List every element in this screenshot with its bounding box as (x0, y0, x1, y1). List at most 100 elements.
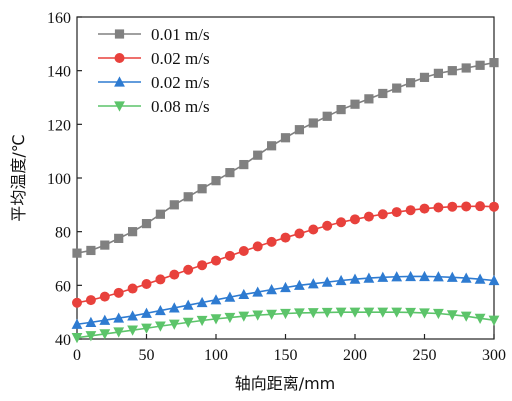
y-tick-label: 80 (55, 225, 71, 242)
data-point (99, 329, 111, 340)
data-point (266, 236, 277, 247)
data-point (113, 312, 125, 323)
data-point (128, 227, 138, 237)
data-point (419, 203, 430, 214)
data-point (447, 66, 457, 76)
data-point (127, 283, 138, 294)
data-point (155, 209, 165, 219)
data-point (280, 133, 291, 143)
data-point (391, 271, 403, 282)
data-point (363, 307, 375, 318)
data-point (99, 291, 110, 302)
data-point (349, 307, 361, 318)
data-point (238, 245, 249, 256)
series-3 (71, 270, 500, 329)
data-point (419, 72, 430, 82)
data-point (406, 78, 416, 88)
data-point (433, 202, 444, 213)
data-point (239, 159, 249, 170)
x-axis-label: 轴向距离/mm (235, 374, 336, 393)
x-tick-label: 300 (482, 347, 506, 364)
data-point (182, 317, 194, 328)
data-point (474, 313, 486, 324)
legend-label: 0.02 m/s (151, 73, 210, 92)
data-point (446, 310, 458, 321)
series-line (76, 61, 495, 254)
x-tick-label: 250 (413, 347, 437, 364)
data-point (267, 141, 277, 151)
data-point (294, 279, 305, 290)
legend-label: 0.02 m/s (151, 49, 210, 68)
data-point (350, 214, 360, 225)
data-point (335, 307, 347, 318)
legend-marker (114, 76, 125, 87)
data-point (155, 304, 166, 316)
data-point (210, 294, 222, 305)
data-point (141, 219, 152, 229)
data-point (141, 323, 152, 334)
legend-label: 0.08 m/s (151, 97, 210, 116)
data-point (378, 88, 388, 99)
x-tick-label: 50 (139, 347, 155, 364)
data-point (405, 270, 416, 282)
data-point (210, 314, 222, 325)
data-point (72, 297, 82, 308)
data-point (224, 291, 236, 302)
legend: 0.01 m/s 0.02 m/s 0.02 m/s 0.08 m/s (98, 25, 210, 116)
data-point (364, 94, 374, 104)
data-point (489, 201, 499, 212)
data-point (100, 240, 110, 250)
data-point (280, 308, 291, 320)
data-point (350, 99, 360, 109)
data-point (155, 274, 166, 285)
data-point (433, 68, 443, 78)
data-point (71, 333, 83, 344)
data-point (85, 331, 97, 342)
data-point (280, 232, 291, 243)
data-point (419, 270, 430, 282)
data-point (127, 325, 138, 336)
data-point (197, 184, 207, 194)
data-point (141, 278, 152, 289)
y-tick-label: 40 (55, 332, 71, 349)
y-tick-label: 140 (47, 64, 71, 81)
data-point (391, 307, 403, 318)
x-tick-label: 200 (343, 347, 367, 364)
data-point (294, 308, 305, 319)
data-point (280, 281, 291, 293)
data-point (294, 125, 304, 135)
data-point (224, 312, 236, 324)
y-tick-label: 160 (47, 10, 71, 27)
data-point (349, 273, 361, 284)
data-point (72, 248, 82, 258)
data-point (238, 288, 250, 300)
data-point (86, 245, 96, 256)
data-point (252, 286, 264, 297)
data-point (377, 209, 388, 220)
data-point (475, 201, 486, 212)
data-point (252, 310, 264, 321)
legend-marker (114, 53, 125, 63)
data-point (307, 308, 319, 319)
data-point (474, 273, 486, 284)
data-point (335, 274, 347, 286)
data-point (377, 307, 389, 318)
data-point (461, 201, 472, 212)
legend-entry: 0.02 m/s (98, 49, 210, 68)
legend-marker (114, 101, 125, 112)
data-point (71, 318, 83, 329)
legend-entry: 0.01 m/s (98, 25, 210, 44)
y-tick-label: 120 (47, 117, 71, 134)
data-point (196, 296, 208, 308)
data-point (308, 224, 319, 235)
data-point (252, 241, 263, 252)
data-point (433, 271, 444, 282)
data-point (419, 308, 430, 319)
data-point (183, 264, 194, 275)
data-point (321, 307, 333, 319)
legend-entry: 0.08 m/s (98, 97, 210, 116)
data-point (391, 207, 402, 218)
data-point (266, 284, 277, 295)
data-point (168, 319, 180, 330)
data-point (169, 200, 179, 210)
